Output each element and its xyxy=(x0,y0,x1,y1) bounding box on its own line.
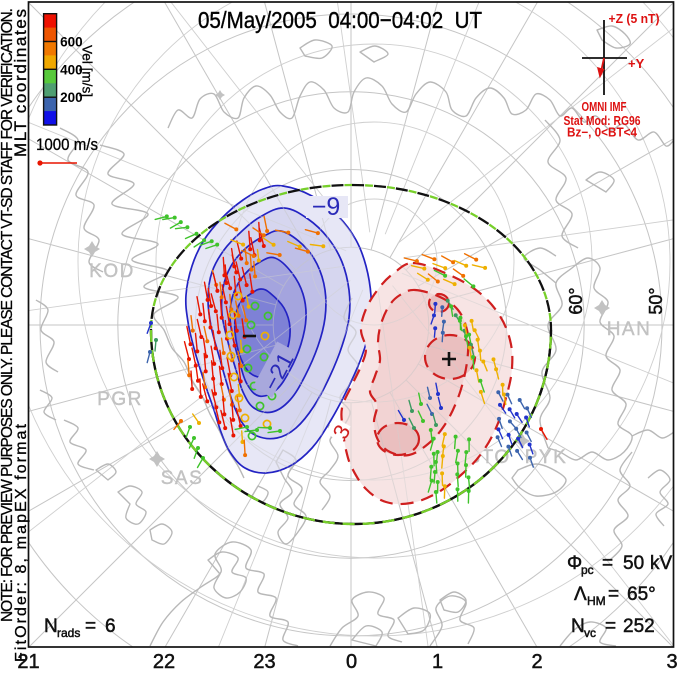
svg-text:Vel [m/s]: Vel [m/s] xyxy=(80,45,95,97)
svg-text:kV: kV xyxy=(650,553,673,574)
svg-text:=: = xyxy=(605,616,616,637)
svg-text:400: 400 xyxy=(60,62,83,77)
svg-text:22: 22 xyxy=(153,651,175,673)
svg-text:252: 252 xyxy=(623,616,655,637)
svg-text:50°: 50° xyxy=(646,287,666,314)
svg-text:600: 600 xyxy=(60,35,83,50)
svg-text:Bz−, 0<BT<4: Bz−, 0<BT<4 xyxy=(567,126,637,140)
svg-text:23: 23 xyxy=(253,651,275,673)
svg-text:Φ: Φ xyxy=(567,553,582,574)
svg-text:SAS: SAS xyxy=(161,468,204,489)
svg-text:MLT coordinates: MLT coordinates xyxy=(11,9,30,157)
svg-text:1: 1 xyxy=(432,651,443,673)
svg-text:=: = xyxy=(602,553,613,574)
svg-text:6: 6 xyxy=(105,616,116,637)
svg-text:+Y: +Y xyxy=(628,56,645,71)
svg-text:60°: 60° xyxy=(566,287,586,314)
svg-text:pc: pc xyxy=(581,563,594,577)
svg-text:HM: HM xyxy=(587,594,606,608)
svg-text:N: N xyxy=(571,616,585,637)
svg-text:200: 200 xyxy=(60,90,83,105)
svg-text:N: N xyxy=(44,616,58,637)
svg-text:+Z (5 nT): +Z (5 nT) xyxy=(609,11,660,26)
svg-text:50: 50 xyxy=(623,553,644,574)
svg-text:PGR: PGR xyxy=(97,389,143,410)
svg-text:PYK: PYK xyxy=(525,447,568,468)
svg-text:05/May/2005 04:00−04:02 UT: 05/May/2005 04:00−04:02 UT xyxy=(198,7,482,33)
svg-text:3: 3 xyxy=(666,651,677,673)
svg-text:KOD: KOD xyxy=(89,261,135,282)
svg-text:21: 21 xyxy=(17,651,39,673)
svg-text:OMNI IMF: OMNI IMF xyxy=(582,100,627,114)
svg-text:2: 2 xyxy=(531,651,542,673)
svg-text:HAN: HAN xyxy=(607,319,652,340)
svg-text:=: = xyxy=(85,616,96,637)
svg-text:65°: 65° xyxy=(627,584,656,605)
svg-text:1000 m/s: 1000 m/s xyxy=(36,135,98,154)
svg-text:0: 0 xyxy=(346,651,357,673)
svg-text:−9: −9 xyxy=(312,193,341,221)
svg-text:Stat Mod: RG96: Stat Mod: RG96 xyxy=(564,114,641,128)
svg-text:vc: vc xyxy=(584,626,596,640)
svg-text:FitOrder: 8, mapEX format: FitOrder: 8, mapEX format xyxy=(13,423,30,662)
svg-text:Λ: Λ xyxy=(574,584,587,605)
svg-text:rads: rads xyxy=(57,626,80,640)
svg-text:=: = xyxy=(608,584,619,605)
svg-text:NOTE: FOR PREVIEW PURPOSES ONL: NOTE: FOR PREVIEW PURPOSES ONLY. PLEASE … xyxy=(0,8,16,622)
